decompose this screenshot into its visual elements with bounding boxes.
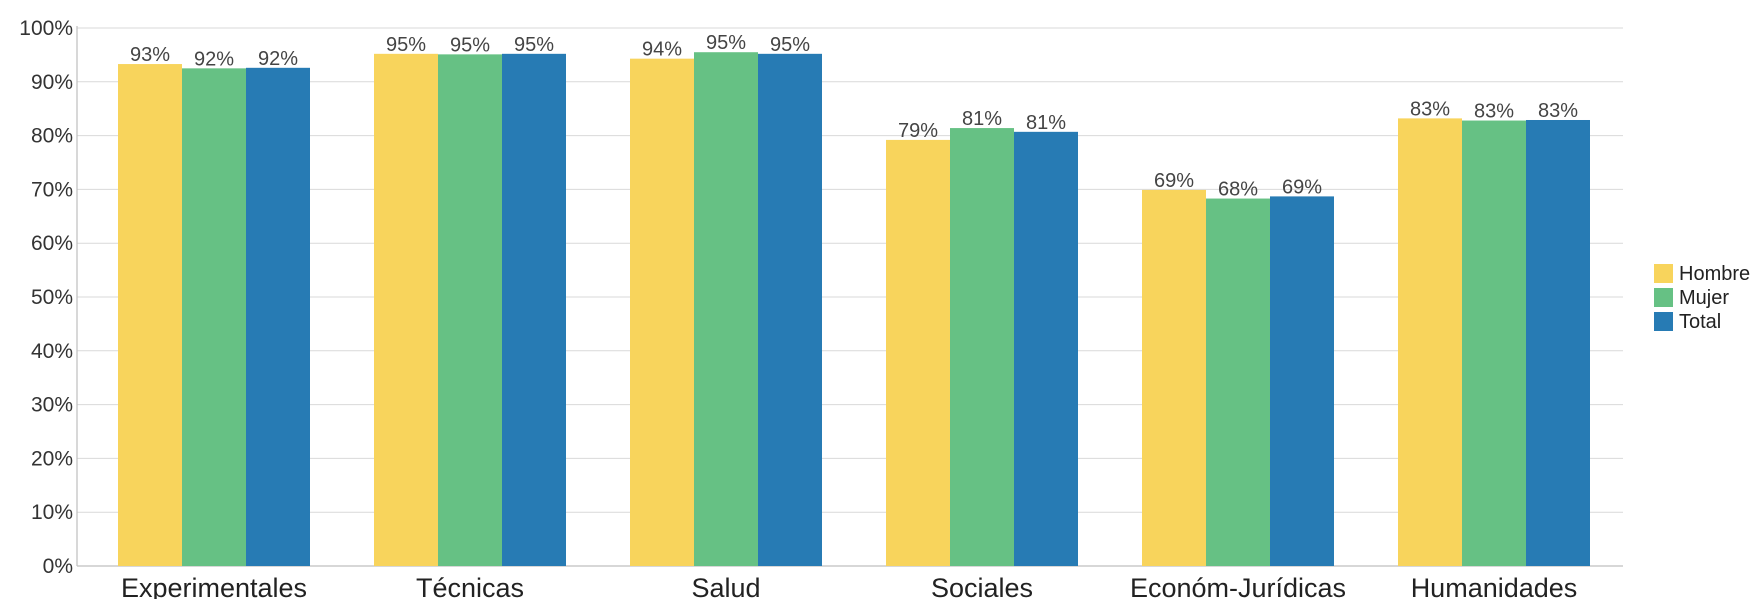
legend-label-total: Total — [1679, 311, 1721, 333]
data-label: 83% — [1538, 100, 1578, 122]
data-label: 92% — [258, 48, 298, 70]
gridlines — [76, 26, 1623, 567]
data-label: 95% — [514, 34, 554, 56]
bar-hombre-5 — [1142, 189, 1206, 567]
bar-hombre-1 — [118, 64, 182, 567]
x-tick-label: Humanidades — [1411, 573, 1578, 599]
x-tick-label: Experimentales — [121, 573, 307, 599]
bar-total-5 — [1270, 196, 1334, 567]
legend-label-mujer: Mujer — [1679, 287, 1729, 309]
y-tick-label: 70% — [31, 178, 73, 201]
bar-mujer-2 — [438, 54, 502, 566]
data-label: 94% — [642, 39, 682, 61]
y-tick-label: 30% — [31, 394, 73, 417]
data-label: 69% — [1282, 176, 1322, 198]
bar-total-6 — [1526, 119, 1590, 567]
y-tick-label: 20% — [31, 447, 73, 470]
bar-total-3 — [758, 53, 822, 567]
data-label: 69% — [1154, 170, 1194, 192]
legend-swatch-total — [1654, 312, 1673, 331]
bar-mujer-1 — [182, 68, 246, 566]
x-tick-label: Económ-Jurídicas — [1130, 573, 1346, 599]
x-axis-ticks: Experimentales Técnicas Salud Sociales Econó… — [121, 573, 1577, 599]
legend-swatch-mujer — [1654, 288, 1673, 307]
y-tick-label: 50% — [31, 286, 73, 309]
data-label: 95% — [450, 34, 490, 56]
data-label: 79% — [898, 120, 938, 142]
y-tick-label: 90% — [31, 71, 73, 94]
data-label: 92% — [194, 48, 234, 70]
bar-hombre-4 — [886, 139, 950, 567]
y-axis-ticks: 0% 10% 20% 30% 40% 50% 60% 70% 80% 90% 100% — [19, 17, 73, 578]
bar-hombre-2 — [374, 53, 438, 567]
data-label: 95% — [770, 34, 810, 56]
x-tick-label: Sociales — [931, 573, 1033, 599]
bar-mujer-5 — [1206, 198, 1270, 566]
bar-hombre-6 — [1398, 118, 1462, 566]
bar-mujer-3 — [694, 52, 758, 566]
data-label: 83% — [1474, 101, 1514, 123]
data-label: 95% — [386, 34, 426, 56]
legend-swatch-hombre — [1654, 264, 1673, 283]
bars — [118, 52, 1590, 567]
y-tick-label: 0% — [43, 555, 73, 578]
data-label: 81% — [962, 108, 1002, 130]
x-tick-label: Salud — [691, 573, 760, 599]
bar-hombre-3 — [630, 58, 694, 566]
y-tick-label: 80% — [31, 125, 73, 148]
data-label: 93% — [130, 44, 170, 66]
bar-mujer-4 — [950, 128, 1014, 566]
legend-label-hombre: Hombre — [1679, 263, 1750, 285]
y-tick-label: 100% — [19, 17, 73, 40]
bar-mujer-6 — [1462, 120, 1526, 566]
data-label: 68% — [1218, 179, 1258, 201]
y-tick-label: 10% — [31, 501, 73, 524]
data-labels: 93% 92% 92% 95% 95% 95% 94% 95% 95% 79% 81% 81% 69% 6… — [130, 32, 1578, 200]
x-tick-label: Técnicas — [416, 573, 524, 599]
bar-total-1 — [246, 67, 310, 566]
data-label: 95% — [706, 32, 746, 54]
y-tick-label: 40% — [31, 340, 73, 363]
data-label: 81% — [1026, 112, 1066, 134]
bar-total-4 — [1014, 131, 1078, 567]
data-label: 83% — [1410, 98, 1450, 120]
bar-total-2 — [502, 53, 566, 567]
y-tick-label: 60% — [31, 232, 73, 255]
